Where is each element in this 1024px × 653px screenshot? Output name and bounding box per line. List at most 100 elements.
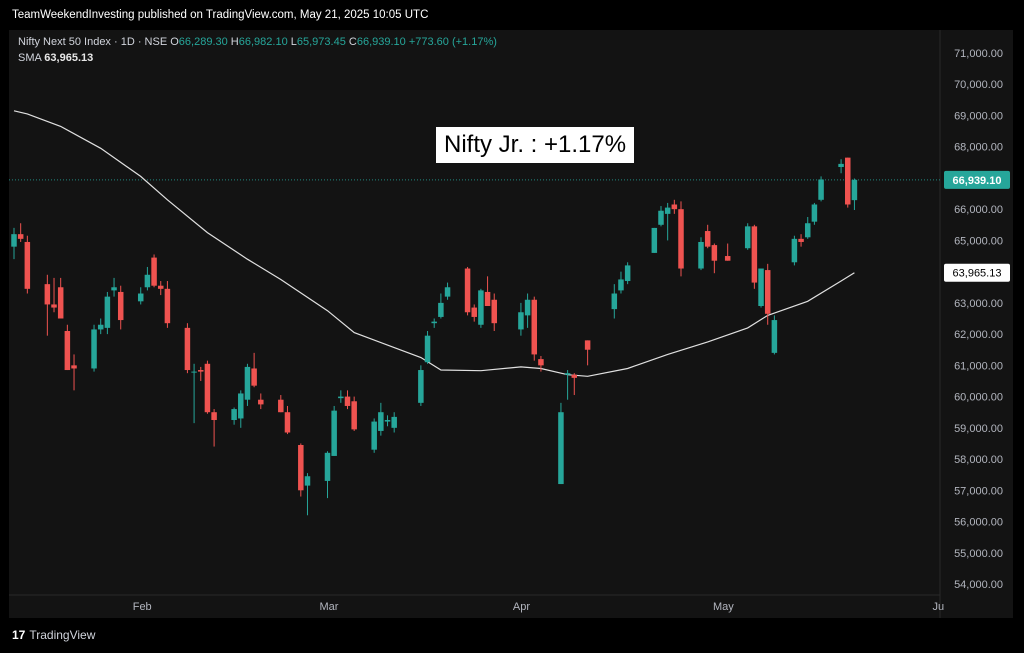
candle-body (231, 409, 237, 421)
candle-body (71, 365, 77, 369)
candle-body (384, 420, 391, 422)
candle-body (164, 288, 171, 324)
candle-body (818, 179, 824, 200)
candle-body (845, 157, 851, 205)
candle-body (331, 410, 337, 456)
y-tick-label: 57,000.00 (954, 485, 1003, 497)
y-tick-label: 60,000.00 (954, 392, 1003, 404)
candle-body (338, 396, 344, 399)
candle-body (444, 287, 451, 297)
candle-body (117, 291, 124, 321)
candle-body (424, 335, 431, 363)
candle-body (324, 452, 331, 481)
y-tick-label: 70,000.00 (954, 79, 1003, 91)
candle-body (211, 412, 217, 421)
published-by-text: TeamWeekendInvesting published on Tradin… (12, 9, 429, 21)
candle-body (664, 207, 671, 214)
candle-body (298, 445, 304, 491)
y-tick-label: 61,000.00 (954, 360, 1003, 372)
candle-body (144, 274, 151, 288)
candle-body (838, 163, 844, 168)
x-tick-label: Mar (319, 601, 338, 613)
candle-body (244, 366, 251, 400)
candle-body (798, 238, 804, 242)
candle-body (538, 359, 544, 366)
candle-body (151, 257, 157, 286)
candle-body (791, 238, 798, 263)
candle-body (278, 399, 284, 413)
symbol-legend[interactable]: Nifty Next 50 Index · 1D · NSE O66,289.3… (18, 36, 497, 48)
candle-body (804, 223, 811, 238)
candle-body (157, 285, 164, 289)
y-tick-label: 63,000.00 (954, 298, 1003, 310)
candle-body (57, 287, 64, 319)
sma-legend[interactable]: SMA 63,965.13 (18, 52, 93, 64)
sma-line (13, 110, 855, 377)
candle-body (251, 368, 257, 386)
y-tick-label: 69,000.00 (954, 110, 1003, 122)
candle-body (618, 279, 624, 291)
candle-body (24, 241, 31, 289)
candle-body (671, 204, 678, 210)
tradingview-brand: TradingView (29, 628, 96, 642)
candle-body (678, 209, 684, 269)
candle-body (104, 296, 111, 328)
candle-body (464, 268, 471, 313)
y-tick-label: 59,000.00 (954, 423, 1003, 435)
candle-body (531, 299, 538, 355)
x-tick-label: Feb (133, 601, 152, 613)
annotation-callout[interactable]: Nifty Jr. : +1.17% (436, 127, 635, 163)
candle-body (351, 401, 357, 430)
sma-label[interactable]: SMA (18, 52, 42, 64)
change-value: +773.60 (+1.17%) (408, 36, 497, 48)
candle-body (698, 241, 704, 269)
y-tick-label: 62,000.00 (954, 329, 1003, 341)
candle-body (518, 312, 524, 330)
open-value: 66,289.30 (178, 36, 228, 48)
candle-body (111, 287, 117, 291)
candle-body (811, 204, 818, 222)
candle-body (11, 234, 17, 247)
y-tick-label: 66,000.00 (954, 204, 1003, 216)
candle-body (344, 396, 351, 406)
y-tick-label: 71,000.00 (954, 48, 1003, 60)
candle-body (744, 226, 751, 249)
candle-body (624, 265, 631, 282)
symbol-title[interactable]: Nifty Next 50 Index · 1D · NSE (18, 36, 168, 48)
candle-body (438, 302, 444, 317)
high-label: H (230, 36, 239, 48)
bottom-bar (0, 618, 1024, 653)
candle-body (711, 245, 718, 261)
last-price-label: 66,939.10 (953, 175, 1002, 187)
candle-body (611, 293, 618, 310)
candle-body (371, 421, 377, 450)
open-label: O (170, 36, 179, 48)
candle-body (17, 234, 24, 239)
x-tick-label: Apr (513, 601, 530, 613)
candle-body (758, 268, 764, 307)
candle-body (484, 291, 491, 307)
candle-body (284, 412, 291, 433)
candle-body (471, 307, 477, 317)
sma-price-label: 63,965.13 (953, 268, 1002, 280)
candle-body (44, 284, 51, 305)
candle-body (851, 179, 858, 201)
candle-body (91, 329, 97, 369)
candle-body (704, 231, 711, 247)
sma-price-label-bg (944, 263, 1010, 282)
candle-body (184, 327, 191, 371)
candle-body (478, 290, 484, 325)
x-tick-label: May (713, 601, 734, 613)
y-tick-label: 65,000.00 (954, 235, 1003, 247)
tradingview-logo[interactable]: 17 TradingView (12, 628, 95, 642)
close-value: 66,939.10 (356, 36, 406, 48)
y-tick-label: 68,000.00 (954, 142, 1003, 154)
candle-body (771, 320, 778, 353)
y-tick-label: 55,000.00 (954, 548, 1003, 560)
tradingview-logo-icon: 17 (12, 628, 26, 642)
candle-body (391, 416, 397, 428)
x-tick-label: Ju (932, 601, 944, 613)
y-tick-label: 56,000.00 (954, 517, 1003, 529)
candle-body (378, 412, 384, 431)
